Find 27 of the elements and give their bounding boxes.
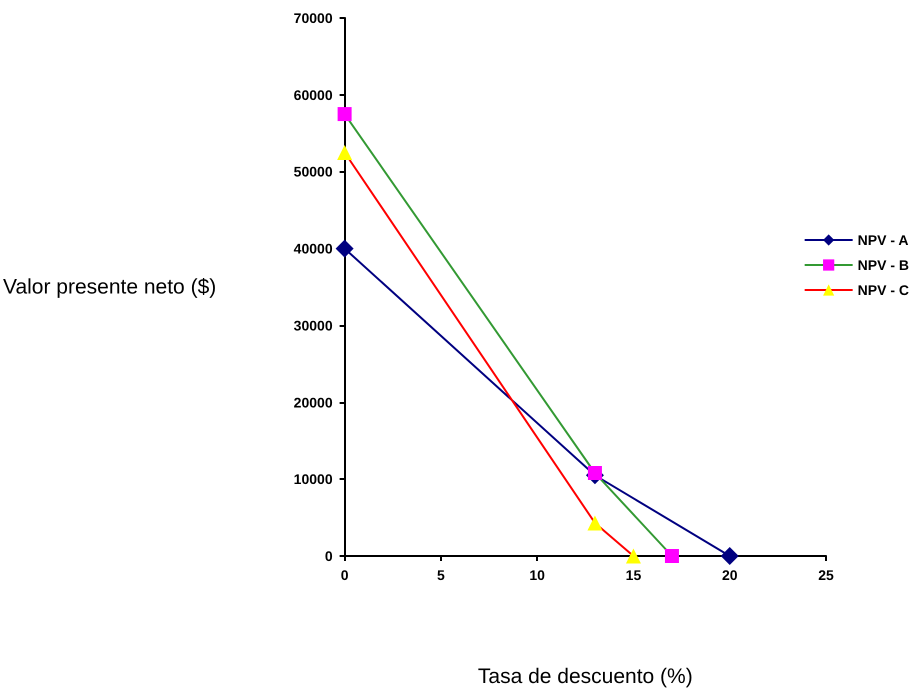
- point: [338, 107, 352, 122]
- x-tick-label: 5: [436, 567, 445, 583]
- point: [720, 547, 739, 565]
- legend-label: NPV - B: [858, 257, 910, 273]
- y-tick-label: 40000: [294, 240, 333, 257]
- legend-label: NPV - A: [858, 232, 908, 248]
- point: [626, 548, 641, 564]
- y-tick-label: 70000: [294, 10, 333, 26]
- x-tick-label: 20: [722, 567, 738, 583]
- y-tick-label: 0: [324, 548, 333, 564]
- x-tick-label: 15: [626, 567, 642, 583]
- point: [588, 466, 602, 480]
- y-tick-label: 20000: [294, 394, 333, 410]
- x-tick-label: 25: [818, 567, 834, 583]
- point: [336, 240, 354, 258]
- x-tick-label: 0: [340, 567, 349, 583]
- y-tick-label: 50000: [294, 164, 333, 180]
- y-tick-label: 60000: [294, 86, 333, 103]
- y-tick-label: 10000: [294, 471, 333, 488]
- point: [664, 549, 679, 563]
- y-axis-title: Valor presente neto ($): [3, 276, 216, 298]
- point: [337, 145, 352, 160]
- x-axis-title: Tasa de descuento (%): [478, 665, 693, 688]
- point: [587, 515, 602, 530]
- y-tick-label: 30000: [294, 317, 333, 334]
- legend-label: NPV - C: [858, 282, 910, 298]
- x-tick-label: 10: [529, 567, 546, 583]
